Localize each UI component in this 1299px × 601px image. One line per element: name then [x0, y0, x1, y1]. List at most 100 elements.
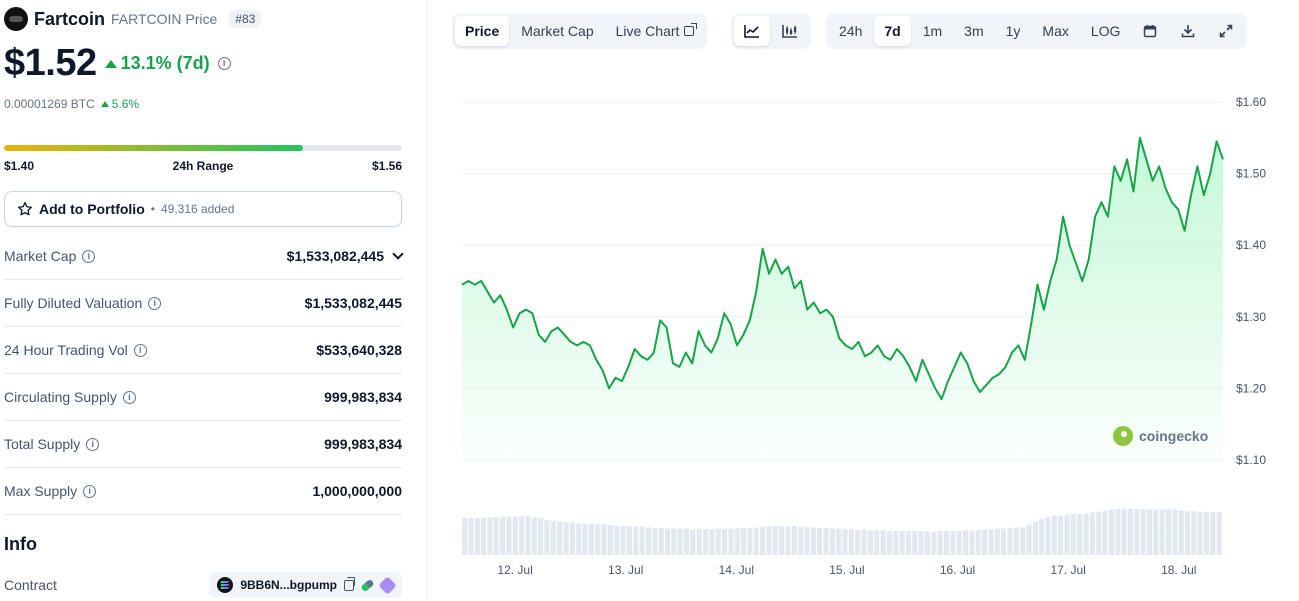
volume-bar [918, 531, 924, 555]
volume-bar [538, 517, 544, 555]
price-chart[interactable]: $1.60 $1.50 $1.40 $1.30 $1.20 $1.10 12. Jul 13… [430, 60, 1299, 601]
info-icon[interactable]: i [133, 343, 147, 357]
tab-price[interactable]: Price [455, 16, 510, 46]
current-price: $1.52 [4, 42, 97, 84]
volume-bar [601, 524, 607, 555]
volume-bar [550, 520, 556, 555]
volume-bar [1216, 512, 1222, 555]
stat-row-fdv: Fully Diluted Valuation i $1,533,082,445 [4, 280, 402, 327]
range-7d[interactable]: 7d [874, 16, 911, 46]
copy-icon[interactable] [344, 576, 355, 591]
contract-address-chip[interactable]: 9BB6N...bgpump [209, 572, 402, 598]
range-low: $1.40 [4, 159, 35, 173]
volume-bar [1165, 509, 1171, 555]
range-log[interactable]: LOG [1090, 23, 1121, 39]
volume-bar [588, 523, 594, 555]
volume-bar [734, 528, 740, 555]
volume-bar [899, 531, 905, 555]
fartcoin-logo [4, 7, 28, 31]
volume-bar [703, 529, 709, 555]
volume-bar [1070, 514, 1076, 555]
range-max[interactable]: Max [1042, 23, 1069, 39]
pump-icon[interactable] [360, 578, 375, 592]
volume-bar [798, 526, 804, 555]
contract-row: Contract 9BB6N...bgpump [4, 572, 402, 598]
volume-bar [1172, 510, 1178, 555]
volume-bar [544, 520, 550, 555]
range-high: $1.56 [371, 159, 402, 173]
range-tab-group: 24h 7d 1m 3m 1y Max LOG [826, 13, 1248, 49]
candlestick-button[interactable] [772, 16, 808, 46]
range-1m[interactable]: 1m [922, 23, 943, 39]
coingecko-watermark: coingecko [1113, 426, 1208, 446]
volume-bar [506, 516, 512, 555]
fullscreen-button[interactable] [1208, 16, 1244, 46]
download-button[interactable] [1170, 16, 1206, 46]
fullscreen-icon [1220, 24, 1233, 38]
price-change-7d: 13.1% (7d) [104, 53, 210, 74]
range-24h[interactable]: 24h [839, 23, 863, 39]
stat-label-circulating-supply: Circulating Supply i [4, 389, 136, 405]
explorer-icon[interactable] [378, 575, 397, 595]
range-3m[interactable]: 3m [964, 23, 984, 39]
stat-row-max-supply: Max Supply i 1,000,000,000 [4, 468, 402, 515]
stat-value-total-supply: 999,983,834 [324, 436, 402, 452]
volume-bar [481, 517, 487, 555]
volume-bar [696, 529, 702, 555]
volume-bar [1210, 512, 1216, 555]
caret-up-icon [104, 59, 117, 68]
coin-header: Fartcoin FARTCOIN Price #83 [4, 7, 262, 31]
chevron-down-icon[interactable] [392, 248, 404, 260]
volume-bar [1191, 511, 1197, 555]
tab-live-chart[interactable]: Live Chart [606, 16, 705, 46]
volume-bar [1058, 515, 1064, 555]
calendar-icon [1144, 25, 1157, 38]
volume-bar [569, 522, 575, 555]
volume-bar [722, 528, 728, 555]
volume-bar [760, 526, 766, 555]
coin-name: Fartcoin [34, 8, 106, 29]
volume-bar [677, 528, 683, 555]
volume-bar [886, 531, 892, 555]
tab-market-cap[interactable]: Market Cap [521, 23, 594, 39]
volume-bar [842, 529, 848, 555]
info-icon[interactable]: i [148, 296, 162, 310]
info-icon[interactable]: i [217, 57, 231, 70]
price-chart-svg: $1.60 $1.50 $1.40 $1.30 $1.20 $1.10 12. Jul 13… [461, 95, 1266, 577]
y-tick-label: $1.10 [1236, 453, 1266, 467]
add-to-portfolio-button[interactable]: Add to Portfolio • 49,316 added [4, 191, 402, 227]
volume-bar [658, 528, 664, 555]
download-icon [1182, 25, 1195, 38]
calendar-button[interactable] [1132, 16, 1168, 46]
price-line [461, 136, 1224, 401]
info-icon[interactable]: i [82, 249, 96, 263]
volume-bar [576, 523, 582, 555]
info-icon[interactable]: i [86, 437, 100, 451]
view-tab-group: Price Market Cap Live Chart [452, 13, 708, 49]
line-chart-button[interactable] [734, 16, 770, 46]
stat-value-volume: $533,640,328 [316, 342, 402, 358]
contract-address: 9BB6N...bgpump [240, 578, 337, 592]
volume-bar [1146, 509, 1152, 555]
info-icon[interactable]: i [83, 484, 97, 498]
stat-label-market-cap: Market Cap i [4, 248, 96, 264]
volume-bar [633, 526, 639, 555]
volume-bar [664, 528, 670, 555]
stat-label-text: Max Supply [4, 483, 78, 499]
volume-bar [823, 528, 829, 555]
stats-table: Market Cap i $1,533,082,445 Fully Dilute… [4, 233, 404, 515]
info-icon[interactable]: i [122, 390, 136, 404]
y-tick-label: $1.40 [1236, 238, 1266, 252]
coin-subtitle: FARTCOIN Price [111, 11, 218, 27]
volume-bar [614, 525, 620, 555]
volume-bar [810, 527, 816, 555]
volume-bar [1020, 527, 1026, 555]
stat-row-market-cap[interactable]: Market Cap i $1,533,082,445 [4, 233, 404, 280]
volume-bar [836, 528, 842, 555]
volume-bar [512, 516, 518, 555]
range-1y[interactable]: 1y [1005, 23, 1021, 39]
volume-bar [817, 528, 823, 555]
volume-bar [944, 531, 950, 555]
volume-bar [493, 517, 499, 555]
stat-value-market-cap: $1,533,082,445 [287, 248, 404, 264]
